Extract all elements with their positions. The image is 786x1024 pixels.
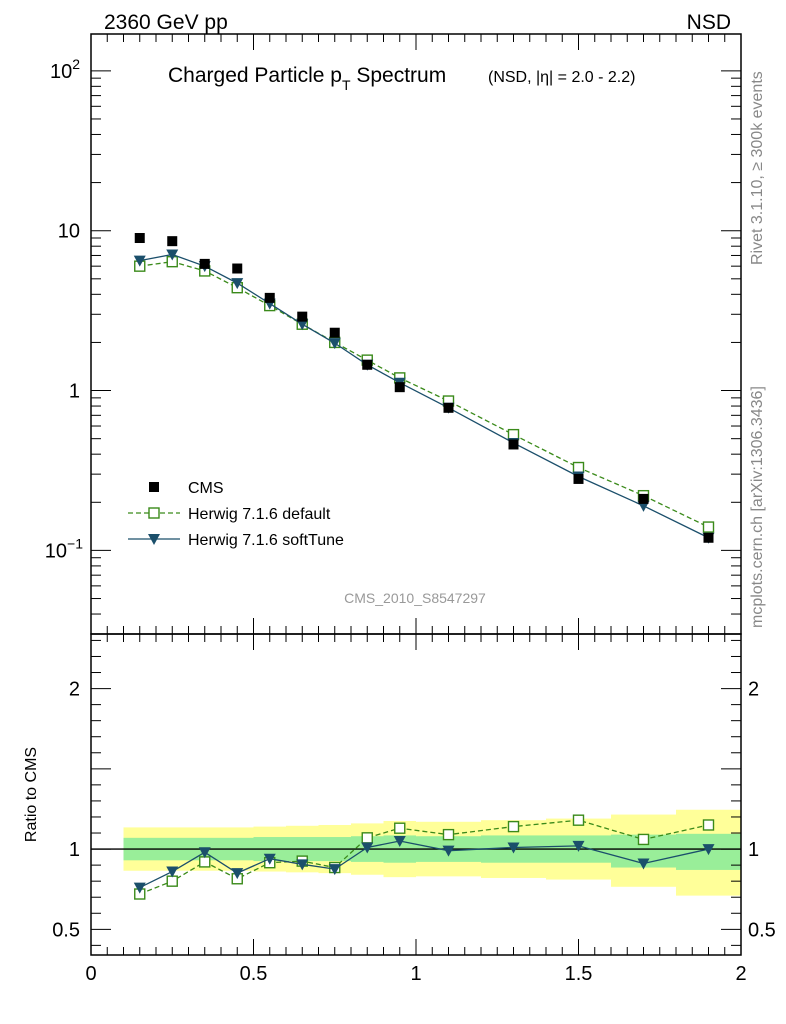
ratio-herwig-7-1-6-softtune-point (133, 882, 146, 894)
x-tick-label: 2 (735, 963, 746, 985)
ratio-herwig-7-1-6-softtune-point (507, 842, 520, 854)
ratio-herwig-7-1-6-softtune-point (296, 859, 309, 871)
legend-label-cms: CMS (188, 480, 224, 497)
ratio-herwig-7-1-6-softtune-point (231, 868, 244, 880)
y-tick-label: 10 (58, 221, 80, 243)
main-herwig-7-1-6-default-point (572, 461, 585, 474)
ratio-herwig-7-1-6-default-point (572, 814, 585, 826)
legend-marker-cms (149, 482, 159, 492)
ratio-frame (90, 633, 742, 956)
main-herwig-7-1-6-softtune-point (231, 278, 244, 290)
plot-title-qualifier: (NSD, |η| = 2.0 - 2.2) (488, 69, 635, 86)
main-cms-point (329, 327, 340, 338)
main-cms-point (394, 382, 405, 393)
ratio-herwig-7-1-6-softtune-point (393, 836, 406, 848)
legend-label-herwig-7-1-6-softtune: Herwig 7.1.6 softTune (188, 532, 344, 549)
legend-marker-herwig-7-1-6-softtune (148, 534, 160, 545)
x-tick-label: 1.5 (565, 963, 593, 985)
main-cms-point (167, 236, 178, 247)
main-cms-point (573, 473, 584, 484)
ratio-herwig-7-1-6-softtune-point (263, 853, 276, 865)
main-cms-point (508, 439, 519, 450)
main-cms-point (362, 359, 373, 370)
main-herwig-7-1-6-default-line (139, 261, 709, 528)
analysis-tag: CMS_2010_S8547297 (344, 590, 486, 606)
ratio-herwig-7-1-6-softtune-point (361, 842, 374, 854)
main-cms-point (443, 402, 454, 413)
ratio-herwig-7-1-6-default-point (199, 856, 211, 868)
y-tick-label: 102 (50, 56, 80, 83)
y-tick-label: 0.5 (52, 919, 80, 941)
main-cms-point (264, 292, 275, 303)
ratio-herwig-7-1-6-softtune-point (198, 847, 211, 859)
legend-label-herwig-7-1-6-default: Herwig 7.1.6 default (188, 506, 331, 523)
rivet-version-label: Rivet 3.1.10, ≥ 300k events (749, 71, 766, 265)
plot-title-subscript: T (342, 77, 351, 93)
x-tick-label: 1 (410, 963, 421, 985)
main-herwig-7-1-6-softtune-point (166, 249, 179, 261)
main-cms-point (232, 263, 243, 274)
y-tick-label-right: 2 (748, 679, 759, 701)
ratio-herwig-7-1-6-default-line (139, 819, 709, 895)
y-tick-label-right: 0.5 (748, 919, 776, 941)
ratio-ylabel: Ratio to CMS (23, 747, 40, 842)
legend-marker-herwig-7-1-6-default (148, 507, 160, 519)
y-tick-label: 2 (69, 679, 80, 701)
ratio-herwig-7-1-6-softtune-point (572, 840, 585, 852)
x-tick-label: 0.5 (240, 963, 268, 985)
ratio-herwig-7-1-6-default-point (394, 822, 406, 834)
ratio-herwig-7-1-6-softtune-point (702, 844, 715, 856)
ratio-herwig-7-1-6-default-point (702, 819, 715, 831)
ratio-herwig-7-1-6-default-point (166, 875, 178, 887)
legend: CMS Herwig 7.1.6 default Herwig 7.1.6 soft… (128, 480, 344, 549)
main-herwig-7-1-6-softtune-point (296, 319, 309, 331)
main-cms-point (297, 311, 308, 322)
main-herwig-7-1-6-softtune-point (328, 338, 341, 350)
main-cms-point (134, 233, 145, 244)
ratio-herwig-7-1-6-default-point (361, 832, 373, 844)
main-herwig-7-1-6-softtune-point (133, 255, 146, 267)
ratio-herwig-7-1-6-softtune-point (442, 845, 455, 857)
header-right: NSD (687, 11, 731, 34)
x-tick-label: 0 (85, 963, 96, 985)
main-panel: 10−1 1 10 102 (45, 33, 742, 635)
plot-title-tail: Spectrum (351, 64, 447, 87)
ratio-herwig-7-1-6-softtune-line (139, 840, 709, 889)
y-tick-label: 1 (69, 839, 80, 861)
main-cms-point (199, 258, 210, 269)
main-cms-point (703, 532, 714, 543)
main-herwig-7-1-6-softtune-line (139, 253, 709, 539)
ratio-herwig-7-1-6-softtune-point (637, 858, 650, 870)
ratio-herwig-7-1-6-default-point (442, 828, 455, 841)
y-tick-label: 10−1 (45, 535, 83, 562)
main-cms-point (638, 493, 649, 504)
main-herwig-7-1-6-default-point (702, 521, 715, 533)
y-tick-label-right: 1 (748, 839, 759, 861)
ratio-herwig-7-1-6-default-point (637, 833, 650, 846)
ratio-herwig-7-1-6-default-point (507, 820, 520, 833)
header-left: 2360 GeV pp (104, 11, 228, 34)
mcplots-label: mcplots.cern.ch [arXiv:1306.3436] (749, 386, 766, 628)
plot-title: Charged Particle pT Spectrum (168, 64, 446, 93)
ratio-herwig-7-1-6-softtune-point (328, 864, 341, 876)
plot-title-main: Charged Particle p (168, 64, 342, 87)
ratio-herwig-7-1-6-softtune-point (166, 866, 179, 878)
y-tick-label: 1 (69, 381, 80, 403)
